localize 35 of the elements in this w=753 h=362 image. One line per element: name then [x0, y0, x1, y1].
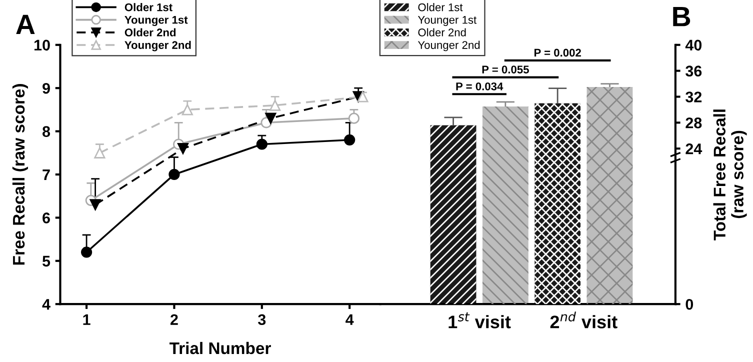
y2-tick-label: 40: [685, 40, 702, 51]
y2-axis-title: Total Free Recall (raw score): [713, 110, 747, 240]
x-tick-label: 4: [346, 314, 354, 325]
y-tick-label: 9: [42, 82, 50, 94]
y-tick-label: 6: [42, 212, 50, 224]
legend-label: Younger 2nd: [418, 40, 480, 52]
y-tick-label: 5: [42, 256, 50, 267]
x-tick-label: 3: [258, 314, 266, 326]
y2-tick-label: 28: [686, 118, 702, 128]
legend-label: Younger 1st: [418, 16, 477, 26]
annotation: P = 0.034: [456, 82, 504, 90]
y-tick-label: 7: [42, 170, 50, 180]
y2-tick-label: 36: [686, 66, 702, 77]
x-tick-label: 2: [170, 314, 178, 325]
y2-tick-label: 0: [686, 298, 694, 310]
legend-label: Older 1st: [124, 3, 172, 12]
y2-tick-label: 24: [686, 143, 702, 154]
legend-label: Younger 1st: [124, 16, 188, 26]
x-tick-label: 1: [83, 314, 90, 325]
legend-label: Older 2nd: [124, 28, 176, 36]
annotation: P = 0.055: [482, 66, 529, 74]
annotation: P = 0.002: [534, 48, 581, 57]
x-tick-label: 1$^{st}$ visit: [448, 312, 511, 328]
legend-label: Younger 2nd: [124, 40, 191, 52]
x-tick-label: 2$^{nd}$ visit: [550, 312, 618, 328]
legend-label: Older 1st: [418, 3, 463, 12]
x-axis-title: Trial Number: [170, 342, 271, 354]
legend-label: Older 2nd: [418, 28, 466, 36]
y-tick-label: 4: [42, 299, 50, 310]
y-tick-label: 8: [42, 126, 50, 137]
chart-title: A: [16, 14, 35, 34]
chart-title: B: [673, 7, 690, 26]
y2-tick-label: 32: [686, 92, 702, 102]
y-axis-title: Free Recall (raw score): [12, 84, 28, 265]
y-tick-label: 10: [34, 40, 50, 51]
